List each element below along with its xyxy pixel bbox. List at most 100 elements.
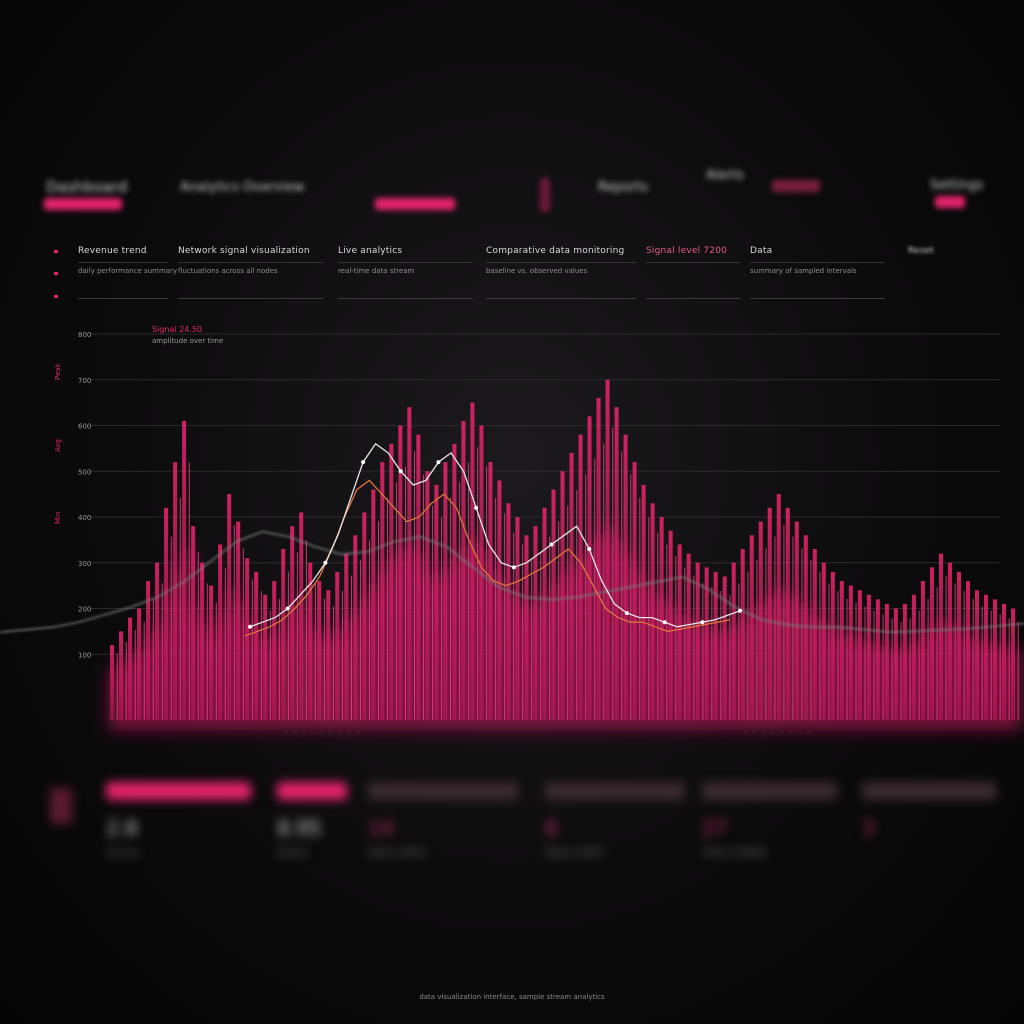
data-point [549,542,554,547]
bar [299,512,304,720]
bar [839,581,844,720]
nav-item-reports[interactable]: Reports [598,180,648,195]
y-tick-label: 500 [78,468,91,476]
metric-title: Signal level 7200 [646,246,728,256]
bar [596,398,601,720]
bar [425,471,430,720]
bar [848,585,853,720]
bar [335,571,340,720]
bar [668,530,673,720]
stat-value: 27 [702,816,728,840]
bar [416,434,421,720]
bar [227,494,232,720]
metric-reset[interactable]: Reset [908,246,948,298]
nav-item-analytics[interactable]: Analytics Overview [180,180,305,195]
bar [191,526,196,720]
chart-title: Signal 24.50 [152,325,202,334]
bar [695,562,700,720]
stat-label: Total 19000 [702,846,767,859]
bar [317,581,322,720]
nav-highlight-bar [375,198,455,210]
bar [875,599,880,720]
bar [722,576,727,720]
bar [677,544,682,720]
stat-pill [277,782,347,800]
stat-extra[interactable]: 3 [862,782,997,846]
nav-active-indicator [44,198,122,210]
bar [866,594,871,720]
nav-item-settings[interactable]: Settings [930,178,984,193]
bar [164,507,169,720]
y-axis-ticks: 800 700 600 500 400 300 200 100 [78,331,91,659]
bar [362,512,367,720]
bar [245,558,250,720]
bar [614,407,619,720]
bar [686,553,691,720]
bar [272,581,277,720]
metric-title: Network signal visualization [178,246,310,256]
series-points [248,460,742,629]
bar [389,443,394,720]
bar [398,425,403,720]
bar [371,489,376,720]
stat-value: 14 [368,816,394,840]
bar [965,581,970,720]
metric-title: Data [750,246,773,256]
metric-live[interactable]: Live analytics real-time data stream [338,246,473,299]
data-point [248,624,252,629]
bar [515,517,520,720]
nav-item-alerts[interactable]: Alerts [706,168,744,183]
metric-subtitle: real-time data stream [338,262,473,275]
data-point [587,547,592,552]
bar [119,631,124,720]
y-tick-label: 800 [78,331,91,339]
chart-subtitle: amplitude over time [152,337,223,345]
metric-network[interactable]: Network signal visualization fluctuation… [178,246,323,299]
nav-settings-bar [935,196,965,208]
stat-marker [50,788,72,824]
footer-caption: data visualization interface, sample str… [419,993,605,1001]
stat-value: 2.8 [106,816,138,840]
stat-data-a[interactable]: 14 Data 4450 [368,782,518,859]
data-point [474,505,479,510]
stat-active[interactable]: 2.8 Active [106,782,251,859]
bar [506,503,511,720]
data-point [738,608,742,613]
bar-glow [1008,649,1022,730]
bar [902,603,907,720]
bar [794,521,799,720]
nav-item-dashboard[interactable]: Dashboard [46,178,128,196]
nav-divider-mark [540,178,550,212]
bar [632,462,637,720]
bar [947,562,952,720]
series-line-tertiary [0,530,1024,634]
y-tick-label: 400 [78,514,91,522]
metric-revenue[interactable]: Revenue trend daily performance summary [78,246,177,299]
bar [326,590,331,720]
stat-total[interactable]: 27 Total 19000 [702,782,837,859]
metric-title: Comparative data monitoring [486,246,625,256]
metric-title: Revenue trend [78,246,147,256]
stat-data-b[interactable]: 6 Data 2200 [545,782,685,859]
metric-comparative[interactable]: Comparative data monitoring baseline vs.… [486,246,636,299]
bottom-stats-row: 2.8 Active 8.95 Peaks 14 Data 4450 6 Dat… [0,770,1024,870]
bar [110,645,115,720]
bar [308,562,313,720]
data-point [285,606,290,611]
metric-subtitle: fluctuations across all nodes [178,262,323,275]
stat-peaks[interactable]: 8.95 Peaks [277,782,347,859]
bar [263,594,268,720]
bar [830,571,835,720]
bar [704,567,709,720]
bar [137,608,142,720]
bar [641,484,646,720]
bar [551,489,556,720]
y-tick-label: 300 [78,560,91,568]
data-point [624,611,629,616]
bar [938,553,943,720]
metric-data[interactable]: Data summary of sampled intervals [750,246,885,299]
metric-signal-level[interactable]: Signal level 7200 [646,246,741,299]
bar [1010,608,1016,720]
bar [380,462,385,720]
data-point [700,620,705,625]
